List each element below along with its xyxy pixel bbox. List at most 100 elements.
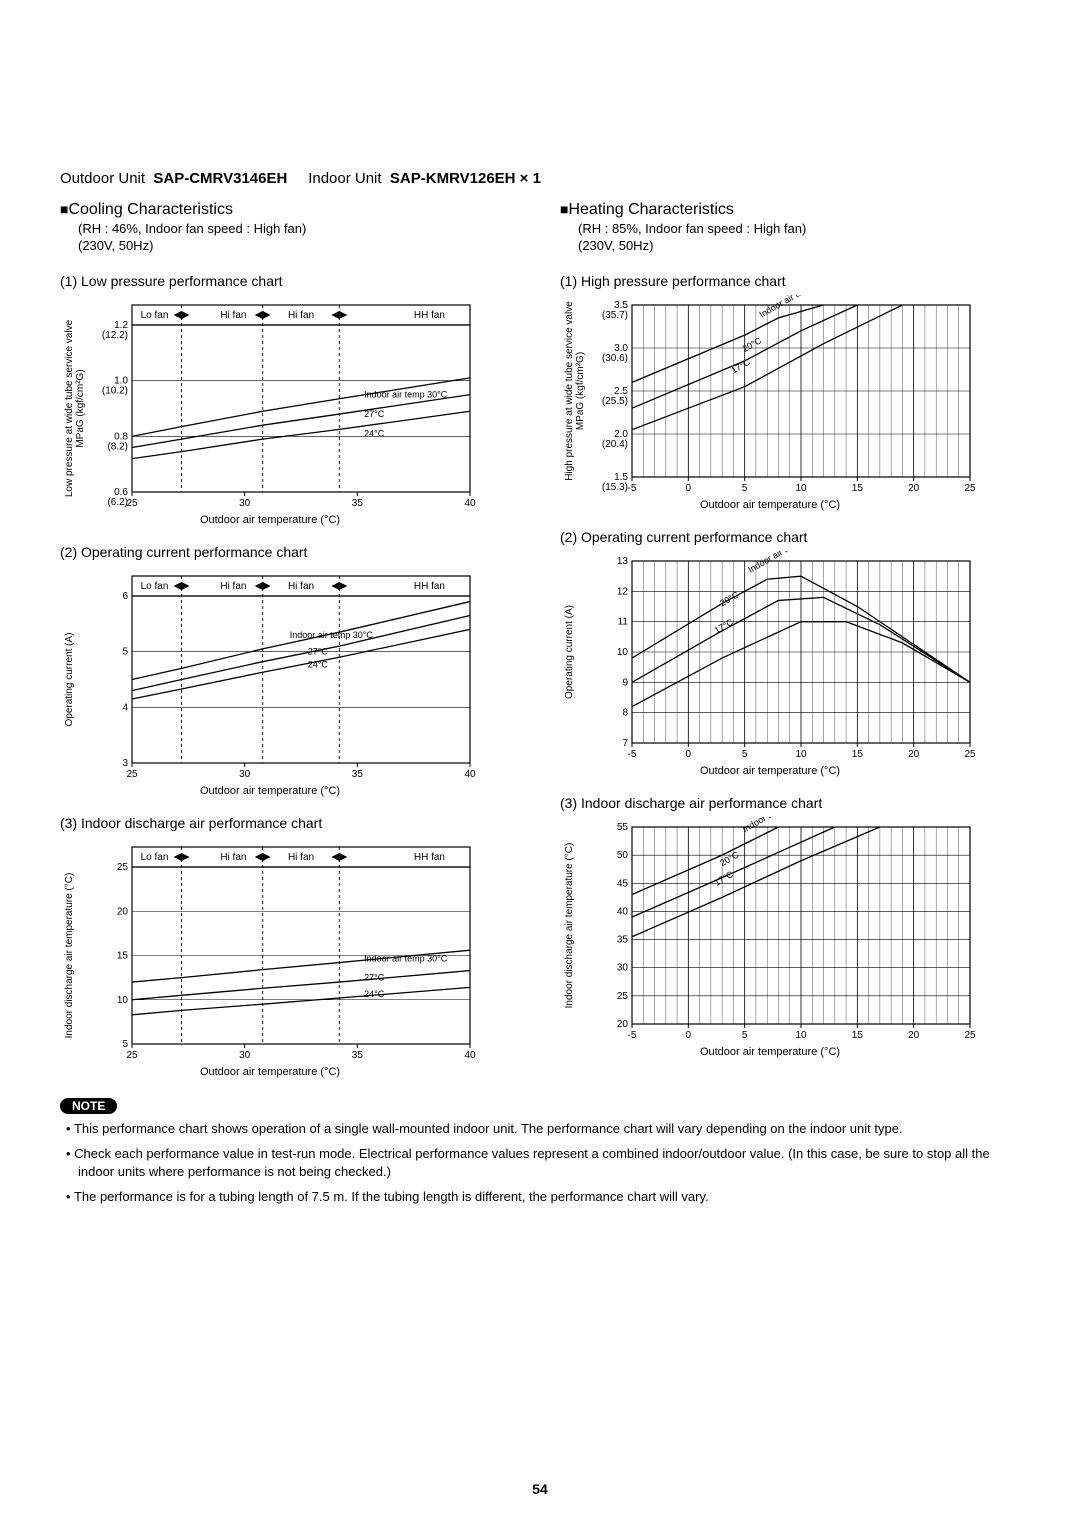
svg-text:5: 5 xyxy=(742,749,748,760)
svg-text:(12.2): (12.2) xyxy=(102,330,128,341)
unit-line: Outdoor Unit SAP-CMRV3146EH Indoor Unit … xyxy=(60,170,1020,187)
svg-text:HH fan: HH fan xyxy=(414,310,445,321)
svg-text:Indoor discharge air temperatu: Indoor discharge air temperature (°C) xyxy=(64,872,75,1038)
svg-text:-5: -5 xyxy=(628,483,637,494)
svg-text:Indoor air temp 30°C: Indoor air temp 30°C xyxy=(364,389,448,399)
svg-text:27°C: 27°C xyxy=(308,646,329,656)
svg-text:Hi fan: Hi fan xyxy=(288,581,314,592)
note-item: This performance chart shows operation o… xyxy=(78,1120,1020,1139)
svg-text:30: 30 xyxy=(239,498,251,509)
svg-text:30: 30 xyxy=(239,1050,251,1061)
indoor-model: SAP-KMRV126EH × 1 xyxy=(390,170,541,187)
svg-text:9: 9 xyxy=(622,677,628,688)
svg-text:25: 25 xyxy=(126,498,138,509)
svg-text:40: 40 xyxy=(464,498,476,509)
svg-text:12: 12 xyxy=(617,586,629,597)
cooling-heading: ■Cooling Characteristics xyxy=(60,201,520,219)
cool-chart2: 345625303540Lo fanHi fanHi fanHH fan24°C… xyxy=(60,566,480,797)
chart-svg: 51015202525303540Lo fanHi fanHi fanHH fa… xyxy=(60,837,480,1062)
x-axis-label: Outdoor air temperature (°C) xyxy=(560,1046,980,1058)
svg-text:3: 3 xyxy=(122,758,128,769)
chart-svg: 0.6(6.2)0.8(8.2)1.0(10.2)1.2(12.2)253035… xyxy=(60,295,480,510)
heat-chart2: 78910111213-5051015202517°C20°CIndoor ai… xyxy=(560,551,980,777)
svg-text:35: 35 xyxy=(352,498,364,509)
svg-text:55: 55 xyxy=(617,822,629,833)
x-axis-label: Outdoor air temperature (°C) xyxy=(60,514,480,526)
page-number: 54 xyxy=(0,1481,1080,1497)
heating-sub2: (230V, 50Hz) xyxy=(578,238,1020,255)
svg-text:Hi fan: Hi fan xyxy=(288,310,314,321)
svg-text:Lo fan: Lo fan xyxy=(141,852,169,863)
svg-text:24°C: 24°C xyxy=(308,659,329,669)
heating-title: Heating Characteristics xyxy=(568,201,733,218)
x-axis-label: Outdoor air temperature (°C) xyxy=(560,499,980,511)
note-pill: NOTE xyxy=(60,1098,117,1114)
svg-text:Indoor air temp 30°C: Indoor air temp 30°C xyxy=(290,630,374,640)
svg-text:20°C: 20°C xyxy=(741,335,764,354)
cooling-sub1: (RH : 46%, Indoor fan speed : High fan) xyxy=(78,221,520,238)
heat-chart3-title: (3) Indoor discharge air performance cha… xyxy=(560,795,1020,811)
svg-text:25: 25 xyxy=(964,1030,976,1041)
svg-text:10: 10 xyxy=(795,483,807,494)
svg-text:HH fan: HH fan xyxy=(414,581,445,592)
cooling-column: ■Cooling Characteristics (RH : 46%, Indo… xyxy=(60,201,520,1078)
svg-text:Indoor air temp 30°C: Indoor air temp 30°C xyxy=(364,953,448,963)
chart-svg: 345625303540Lo fanHi fanHi fanHH fan24°C… xyxy=(60,566,480,781)
svg-text:HH fan: HH fan xyxy=(414,852,445,863)
svg-text:25: 25 xyxy=(617,991,629,1002)
cool-chart3-title: (3) Indoor discharge air performance cha… xyxy=(60,815,520,831)
svg-text:Operating current (A): Operating current (A) xyxy=(564,605,575,699)
svg-text:30: 30 xyxy=(617,962,629,973)
svg-text:Hi fan: Hi fan xyxy=(220,852,246,863)
svg-text:6: 6 xyxy=(122,591,128,602)
svg-text:5: 5 xyxy=(122,1039,128,1050)
svg-text:25: 25 xyxy=(126,769,138,780)
svg-text:35: 35 xyxy=(352,1050,364,1061)
svg-text:8: 8 xyxy=(622,707,628,718)
heat-chart3: 2025303540455055-5051015202517°C20°CIndo… xyxy=(560,817,980,1058)
note-item: The performance is for a tubing length o… xyxy=(78,1188,1020,1207)
svg-text:13: 13 xyxy=(617,556,629,567)
svg-text:Hi fan: Hi fan xyxy=(288,852,314,863)
cooling-sub2: (230V, 50Hz) xyxy=(78,238,520,255)
indoor-label: Indoor Unit xyxy=(308,170,381,187)
svg-text:20°C: 20°C xyxy=(718,589,741,608)
svg-text:0: 0 xyxy=(686,1030,692,1041)
svg-text:25: 25 xyxy=(126,1050,138,1061)
svg-text:Indoor air temp 23°C: Indoor air temp 23°C xyxy=(741,817,818,834)
svg-text:40: 40 xyxy=(617,906,629,917)
svg-text:40: 40 xyxy=(464,769,476,780)
svg-text:10: 10 xyxy=(795,1030,807,1041)
svg-text:MPaG (kgf/cm²G): MPaG (kgf/cm²G) xyxy=(575,352,586,430)
svg-text:25: 25 xyxy=(964,483,976,494)
svg-text:24°C: 24°C xyxy=(364,428,385,438)
svg-text:High pressure at wide tube ser: High pressure at wide tube service valve xyxy=(564,301,575,481)
svg-text:(6.2): (6.2) xyxy=(107,497,128,508)
cool-chart2-title: (2) Operating current performance chart xyxy=(60,544,520,560)
svg-text:35: 35 xyxy=(617,934,629,945)
svg-text:20: 20 xyxy=(617,1019,629,1030)
svg-text:27°C: 27°C xyxy=(364,972,385,982)
svg-text:Lo fan: Lo fan xyxy=(141,581,169,592)
svg-text:30: 30 xyxy=(239,769,251,780)
heating-heading: ■Heating Characteristics xyxy=(560,201,1020,219)
svg-text:15: 15 xyxy=(852,1030,864,1041)
svg-text:Hi fan: Hi fan xyxy=(220,310,246,321)
svg-text:17°C: 17°C xyxy=(713,869,736,888)
chart-svg: 78910111213-5051015202517°C20°CIndoor ai… xyxy=(560,551,980,761)
svg-text:20: 20 xyxy=(908,749,920,760)
x-axis-label: Outdoor air temperature (°C) xyxy=(60,1066,480,1078)
columns: ■Cooling Characteristics (RH : 46%, Indo… xyxy=(60,201,1020,1078)
svg-text:20: 20 xyxy=(908,1030,920,1041)
svg-text:MPaG (kgf/cm²G): MPaG (kgf/cm²G) xyxy=(75,369,86,447)
svg-text:10: 10 xyxy=(117,995,129,1006)
svg-text:20: 20 xyxy=(117,906,129,917)
svg-text:Operating current (A): Operating current (A) xyxy=(64,632,75,726)
svg-text:15: 15 xyxy=(852,749,864,760)
outdoor-model: SAP-CMRV3146EH xyxy=(153,170,287,187)
heating-sub1: (RH : 85%, Indoor fan speed : High fan) xyxy=(578,221,1020,238)
svg-text:(30.6): (30.6) xyxy=(602,353,628,364)
svg-text:25: 25 xyxy=(964,749,976,760)
svg-text:(10.2): (10.2) xyxy=(102,385,128,396)
svg-text:20°C: 20°C xyxy=(718,849,741,868)
